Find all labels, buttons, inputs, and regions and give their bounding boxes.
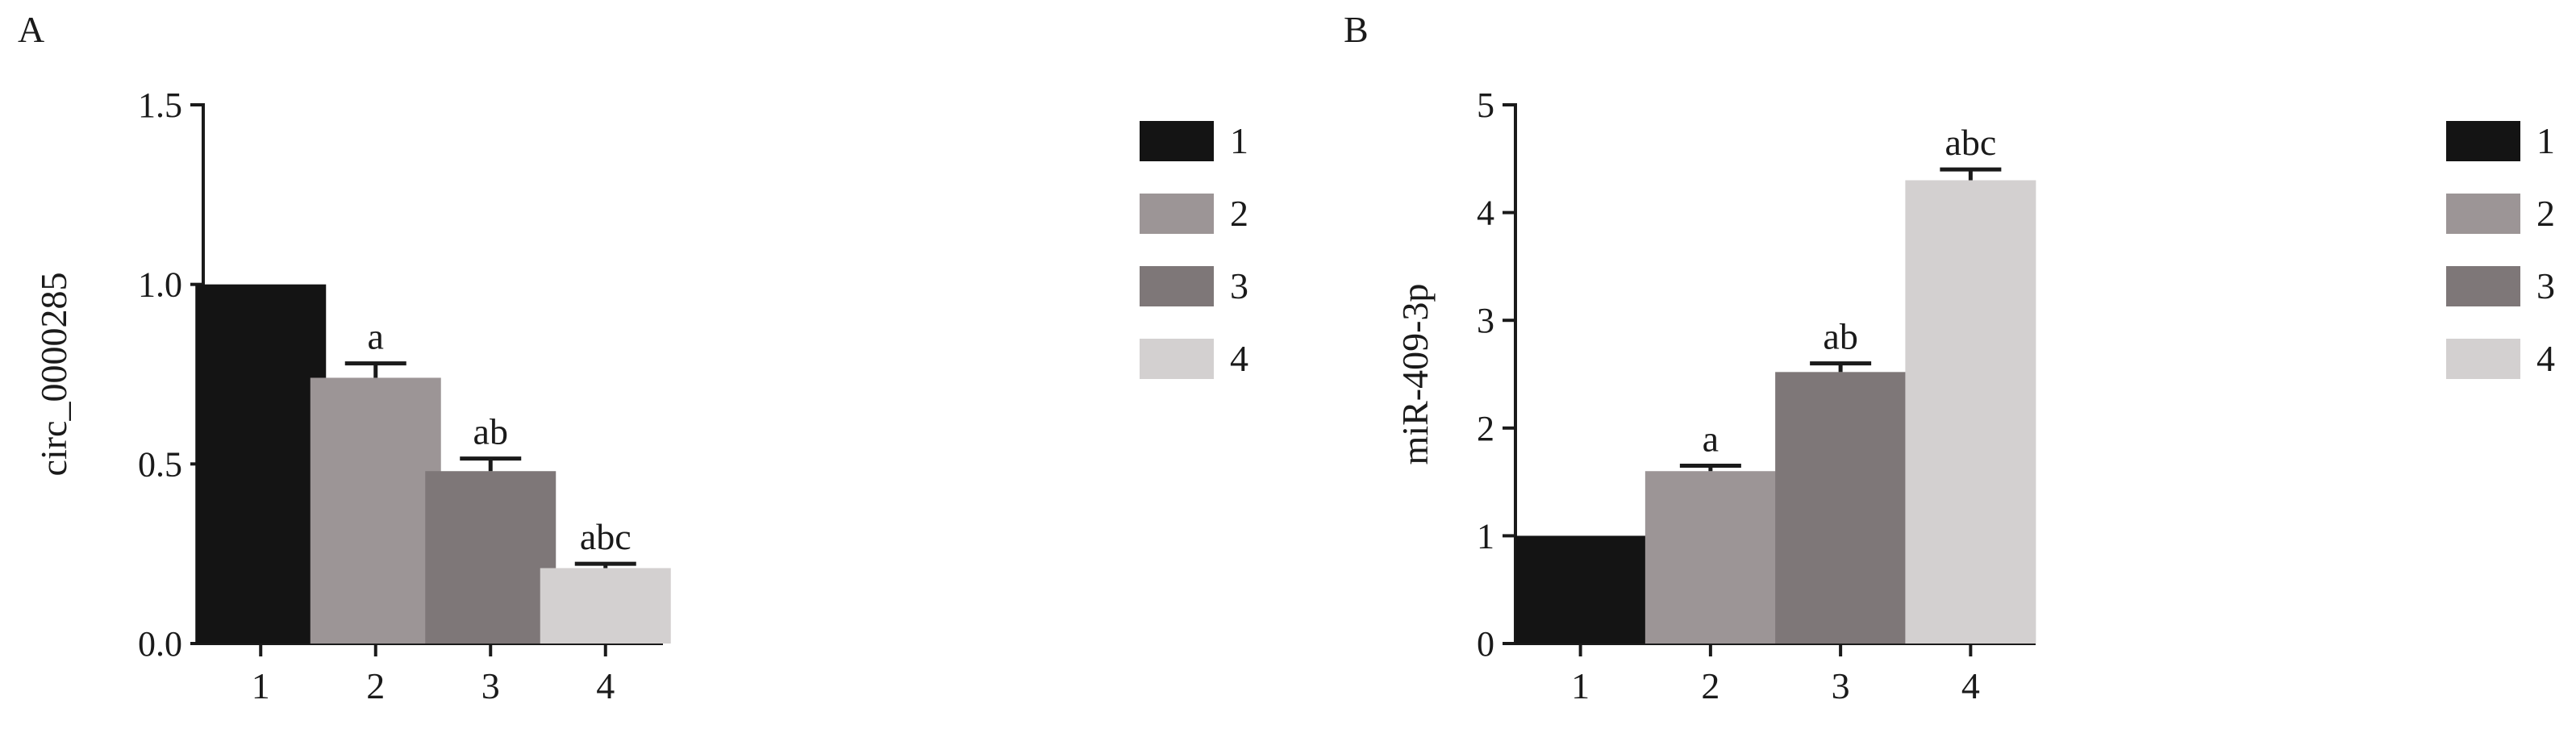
panel-a-xtick-label: 3 bbox=[481, 665, 500, 706]
panel-a-ytick-label: 1.5 bbox=[138, 85, 182, 125]
panel-a-ylabel: circ_0000285 bbox=[33, 273, 74, 477]
panel-b-legend-label: 3 bbox=[2536, 265, 2555, 306]
panel-a-xtick-label: 1 bbox=[252, 665, 270, 706]
panel-a-legend-label: 1 bbox=[1230, 120, 1248, 161]
panel-b-annotation: abc bbox=[1945, 122, 1996, 163]
panel-a-bar-3 bbox=[425, 471, 556, 644]
panel-b-annotation: ab bbox=[1823, 316, 1857, 357]
panel-b-ytick-label: 5 bbox=[1477, 85, 1494, 125]
panel-a-xtick-label: 2 bbox=[366, 665, 385, 706]
panel-a-bar-2 bbox=[310, 377, 441, 644]
panel-b-xtick-label: 4 bbox=[1961, 665, 1980, 706]
panel-b-legend-label: 4 bbox=[2536, 338, 2555, 379]
panel-a-label: A bbox=[18, 9, 44, 50]
panel-b-xtick-label: 3 bbox=[1832, 665, 1850, 706]
panel-b-annotation: a bbox=[1703, 419, 1719, 460]
panel-b-xtick-label: 1 bbox=[1571, 665, 1590, 706]
panel-a-ytick-label: 0.5 bbox=[138, 444, 182, 484]
panel-b-bar-2 bbox=[1644, 471, 1776, 644]
panel-a-legend-label: 2 bbox=[1230, 193, 1248, 234]
panel-a-ytick-label: 1.0 bbox=[138, 265, 182, 305]
panel-b-bar-1 bbox=[1515, 535, 1646, 644]
panel-a-bar-1 bbox=[195, 284, 327, 644]
panel-b-ylabel: miR-409-3p bbox=[1394, 284, 1436, 465]
panel-b-ytick-label: 0 bbox=[1477, 624, 1494, 664]
panel-a-xtick-label: 4 bbox=[596, 665, 615, 706]
panel-b-legend-swatch-1 bbox=[2446, 121, 2520, 161]
panel-b-ytick-label: 1 bbox=[1477, 516, 1494, 556]
panel-a-annotation: abc bbox=[580, 516, 631, 557]
panel-b-xtick-label: 2 bbox=[1701, 665, 1719, 706]
panel-b-legend-swatch-4 bbox=[2446, 339, 2520, 379]
panel-a-annotation: a bbox=[368, 316, 384, 357]
panel-b-ytick-label: 3 bbox=[1477, 301, 1494, 340]
panel-a-legend-swatch-4 bbox=[1140, 339, 1214, 379]
panel-a-legend-swatch-2 bbox=[1140, 194, 1214, 234]
panel-a-legend-label: 3 bbox=[1230, 265, 1248, 306]
panel-b-legend-swatch-2 bbox=[2446, 194, 2520, 234]
panel-a-legend-swatch-3 bbox=[1140, 266, 1214, 306]
panel-b-bar-3 bbox=[1775, 372, 1907, 644]
panel-a-legend-swatch-1 bbox=[1140, 121, 1214, 161]
panel-a-legend-label: 4 bbox=[1230, 338, 1248, 379]
panel-b-label: B bbox=[1344, 9, 1369, 50]
panel-b-legend-swatch-3 bbox=[2446, 266, 2520, 306]
panel-a-annotation: ab bbox=[473, 411, 508, 452]
panel-b-legend-label: 2 bbox=[2536, 193, 2555, 234]
panel-a-bar-4 bbox=[540, 568, 671, 644]
panel-b-legend-label: 1 bbox=[2536, 120, 2555, 161]
panel-b-ytick-label: 2 bbox=[1477, 409, 1494, 448]
panel-b-bar-4 bbox=[1905, 180, 2036, 644]
panel-b-ytick-label: 4 bbox=[1477, 194, 1494, 233]
panel-a-ytick-label: 0.0 bbox=[138, 624, 182, 664]
